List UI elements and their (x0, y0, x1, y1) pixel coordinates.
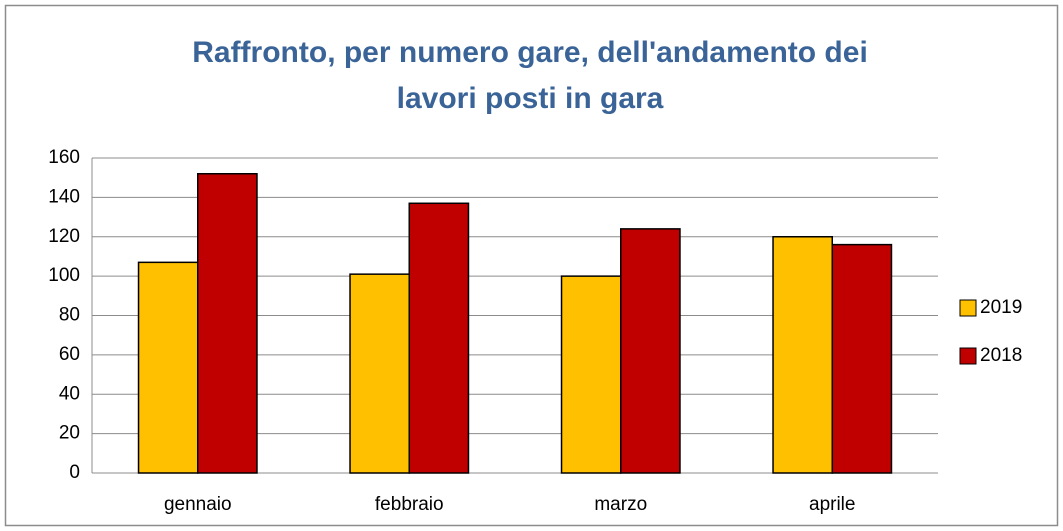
bar (620, 228, 681, 474)
x-tick-label: aprile (809, 494, 855, 515)
legend-swatch (959, 299, 977, 317)
y-tick-label: 0 (69, 462, 80, 483)
bar (197, 173, 258, 474)
y-tick-label: 140 (48, 186, 80, 207)
legend-label: 2018 (980, 345, 1022, 366)
y-tick-label: 100 (48, 265, 80, 286)
y-tick-label: 80 (59, 305, 80, 326)
bar (560, 275, 622, 474)
chart-title: Raffronto, per numero gare, dell'andamen… (192, 36, 868, 115)
x-tick-label: marzo (594, 494, 647, 515)
y-tick-label: 120 (48, 226, 80, 247)
y-tick-label: 60 (59, 344, 80, 365)
y-tick-label: 40 (59, 383, 80, 404)
x-tick-label: febbraio (375, 494, 444, 515)
legend-label: 2019 (980, 297, 1022, 318)
bar (772, 236, 834, 474)
bar (349, 273, 410, 474)
bar (408, 202, 470, 474)
y-tick-label: 20 (59, 423, 80, 444)
x-tick-label: gennaio (164, 494, 232, 515)
bar (831, 243, 893, 474)
y-tick-label: 160 (48, 147, 80, 168)
bar (137, 261, 199, 474)
legend-swatch (959, 347, 977, 365)
